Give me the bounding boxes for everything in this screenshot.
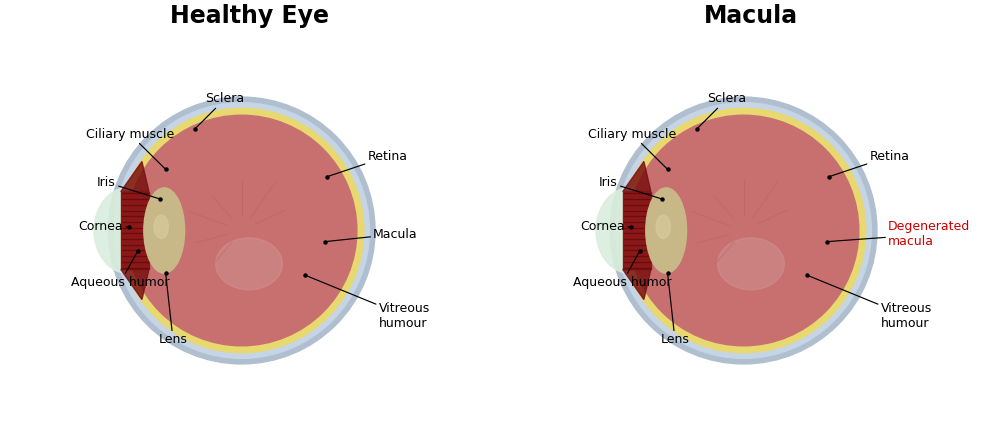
Circle shape bbox=[628, 115, 859, 346]
Ellipse shape bbox=[656, 215, 670, 239]
Text: Aqueous humor: Aqueous humor bbox=[573, 251, 672, 289]
Text: Iris: Iris bbox=[97, 176, 160, 199]
Text: Sclera: Sclera bbox=[697, 92, 746, 129]
Circle shape bbox=[108, 97, 375, 364]
Ellipse shape bbox=[144, 188, 185, 273]
Polygon shape bbox=[596, 188, 635, 273]
Polygon shape bbox=[623, 269, 651, 299]
Polygon shape bbox=[121, 269, 149, 299]
Text: Retina: Retina bbox=[829, 150, 910, 177]
Ellipse shape bbox=[216, 238, 282, 290]
Text: Cornea: Cornea bbox=[580, 220, 631, 233]
Ellipse shape bbox=[646, 188, 687, 273]
Circle shape bbox=[126, 115, 357, 346]
Bar bbox=[121, 192, 149, 269]
Text: Iris: Iris bbox=[599, 176, 662, 199]
Ellipse shape bbox=[154, 215, 168, 239]
Text: Vitreous
humour: Vitreous humour bbox=[305, 275, 430, 330]
Circle shape bbox=[616, 103, 871, 358]
Text: Lens: Lens bbox=[159, 273, 187, 346]
Text: Lens: Lens bbox=[661, 273, 689, 346]
Title: Eye with Degenerated
Macula: Eye with Degenerated Macula bbox=[603, 0, 899, 28]
Polygon shape bbox=[121, 161, 149, 192]
Polygon shape bbox=[623, 161, 651, 192]
Text: Sclera: Sclera bbox=[195, 92, 244, 129]
Circle shape bbox=[621, 108, 866, 353]
Text: Ciliary muscle: Ciliary muscle bbox=[86, 128, 174, 170]
Text: Vitreous
humour: Vitreous humour bbox=[807, 275, 932, 330]
Text: Cornea: Cornea bbox=[79, 220, 129, 233]
Circle shape bbox=[610, 97, 877, 364]
Circle shape bbox=[114, 103, 369, 358]
Ellipse shape bbox=[718, 238, 784, 290]
Text: Degenerated
macula: Degenerated macula bbox=[827, 220, 970, 248]
Circle shape bbox=[119, 108, 364, 353]
Bar bbox=[623, 192, 651, 269]
Polygon shape bbox=[94, 188, 133, 273]
Text: Ciliary muscle: Ciliary muscle bbox=[588, 128, 676, 170]
Title: Healthy Eye: Healthy Eye bbox=[170, 4, 329, 28]
Text: Macula: Macula bbox=[325, 228, 418, 242]
Text: Retina: Retina bbox=[327, 150, 408, 177]
Text: Aqueous humor: Aqueous humor bbox=[71, 251, 170, 289]
